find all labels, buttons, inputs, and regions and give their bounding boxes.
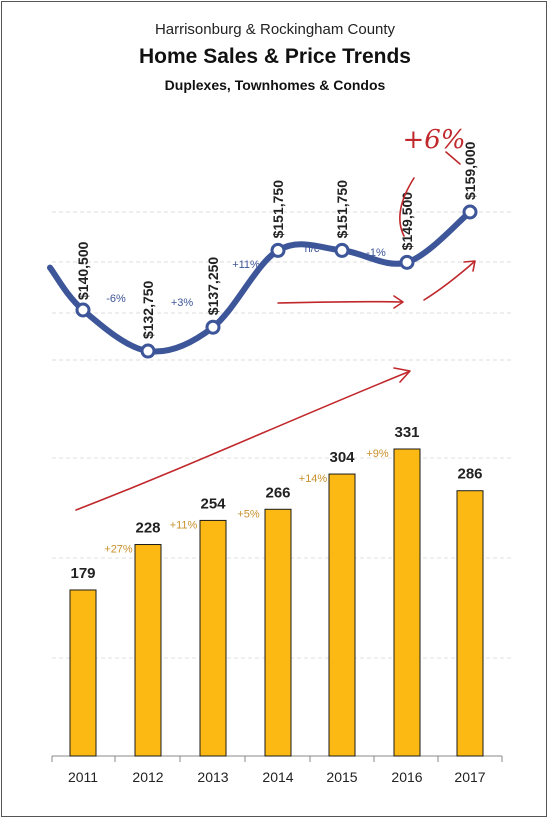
note-flick [445,151,461,165]
bar [328,473,356,757]
chart-title: Home Sales & Price Trends [139,45,411,68]
bar-value-label: 254 [200,495,226,512]
price-value-label: $137,250 [205,257,221,316]
price-point [270,242,286,258]
price-value-label: $151,750 [334,180,350,239]
bar-change-label: +11% [170,519,198,531]
bar [456,490,484,757]
bar [69,589,97,757]
price-value-label: $151,750 [270,180,286,239]
flat-arrow-head [393,295,404,309]
bar-value-label: 228 [135,520,160,537]
price-point [75,302,91,318]
price-change-label: -1% [366,247,386,259]
price-change-label: +11% [232,259,260,271]
bar [264,508,292,757]
price-point [399,254,415,270]
price-value-label: $159,000 [462,141,478,200]
trend-arrow-head [393,367,411,383]
bar [393,448,421,757]
chart-subtitle: Duplexes, Townhomes & Condos [164,77,386,93]
chart-supertitle: Harrisonburg & Rockingham County [154,21,396,38]
x-tick-label: 2012 [132,769,163,785]
rise-arrow [423,261,475,301]
x-tick-label: 2014 [262,769,293,785]
bar-change-label: +14% [299,473,328,485]
x-tick-label: 2017 [454,769,485,785]
price-change-label: n/c [305,243,320,255]
bar-value-label: 179 [70,565,95,582]
price-point [205,319,221,335]
price-change-label: +3% [171,297,194,309]
trend-arrow [75,371,409,511]
price-value-label: $149,500 [399,192,415,251]
bar-change-label: +9% [366,448,389,460]
bar-change-label: +27% [104,544,133,556]
bar-change-label: +5% [237,508,260,520]
x-tick-label: 2011 [68,769,98,785]
x-tick-label: 2016 [391,769,422,785]
price-value-label: $132,750 [140,280,156,339]
x-tick-label: 2015 [326,769,357,785]
x-tick-label: 2013 [197,769,228,785]
price-change-label: -6% [106,293,126,305]
bar-value-label: 266 [265,484,290,501]
bar [134,544,162,757]
bar-value-label: 286 [457,466,482,483]
note-curve [399,177,415,237]
price-point [462,204,478,220]
bar-value-label: 331 [394,424,419,441]
handwritten-note: +6% [402,125,465,155]
flat-arrow [277,300,403,304]
price-point [140,343,156,359]
price-value-label: $140,500 [75,241,91,300]
bar [199,519,227,757]
price-point [334,242,350,258]
rise-arrow-head [463,260,476,272]
bar-value-label: 304 [329,449,355,466]
